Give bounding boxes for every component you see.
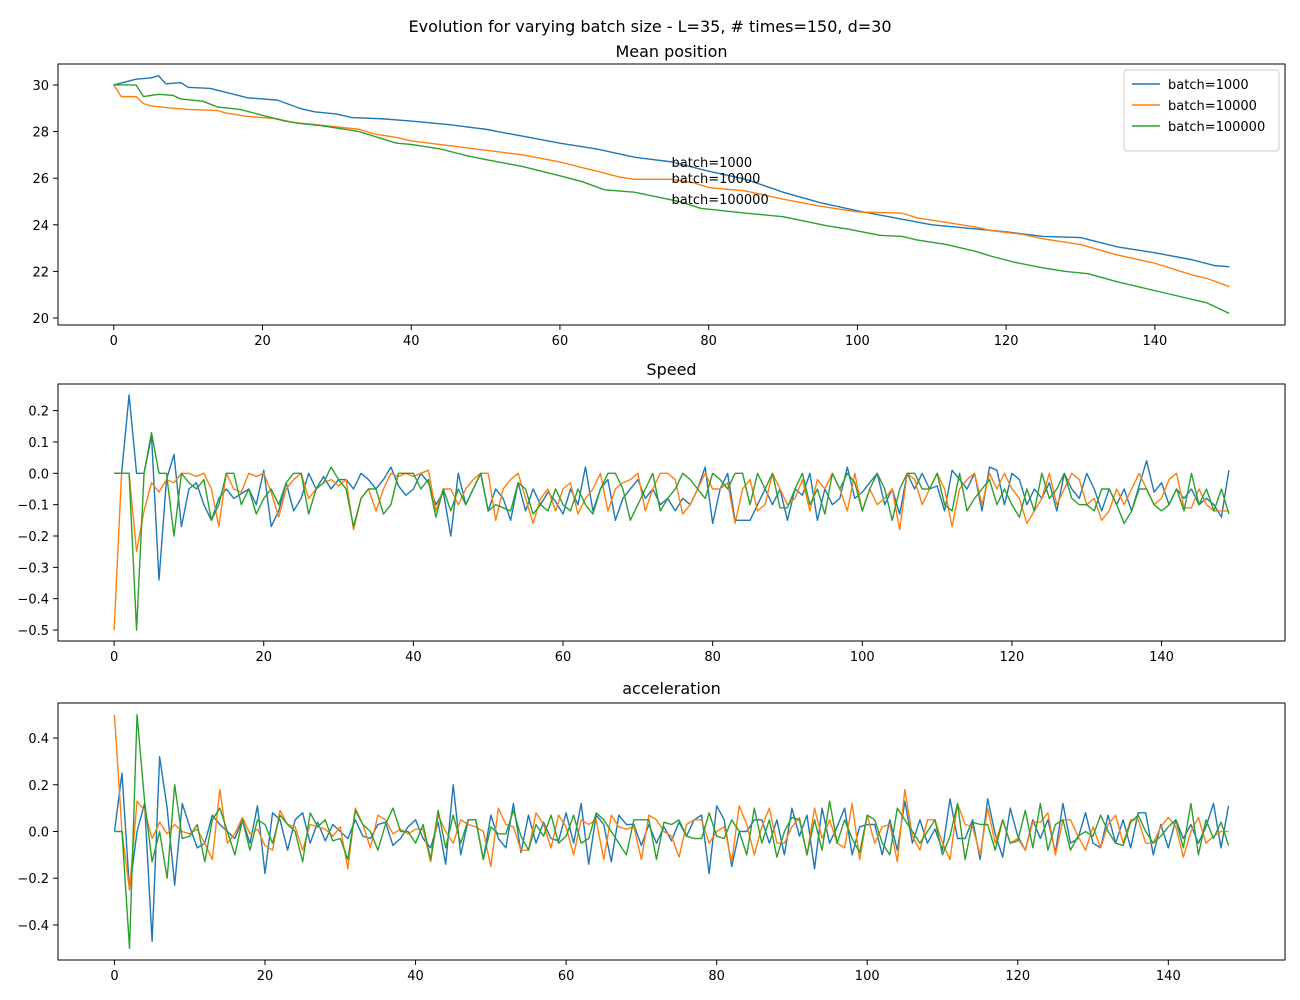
series-lines xyxy=(113,74,1230,314)
x-tick-label: 140 xyxy=(1156,969,1181,984)
legend-entry: batch=1000 xyxy=(1168,78,1249,93)
series-line-batch-1000 xyxy=(113,756,1230,943)
x-tick-label: 140 xyxy=(1142,334,1167,349)
y-tick-label: −0.4 xyxy=(17,919,49,934)
series-line-batch-100000 xyxy=(114,431,1230,631)
y-tick-label: −0.2 xyxy=(17,530,49,545)
x-tick-label: 60 xyxy=(558,969,575,984)
chart-panel: Mean position 0 20 40 60 80 100 120 140 20 22 24 26 2… xyxy=(32,42,1286,349)
chart-title: Mean position xyxy=(615,42,727,61)
x-tick-label: 100 xyxy=(845,334,870,349)
x-tick-label: 100 xyxy=(855,969,880,984)
series-line-batch-1000 xyxy=(113,74,1230,268)
x-tick-label: 80 xyxy=(708,969,725,984)
legend-entry: batch=100000 xyxy=(1168,120,1265,135)
x-tick-label: 100 xyxy=(850,650,875,665)
plot-frame xyxy=(57,63,1286,326)
legend-box xyxy=(1123,69,1280,152)
x-tick-label: 60 xyxy=(555,650,572,665)
panels: Mean position 0 20 40 60 80 100 120 140 20 22 24 26 2… xyxy=(17,42,1286,984)
series-line-batch-100000 xyxy=(114,713,1230,950)
y-tick-label: −0.1 xyxy=(17,499,49,514)
x-tick-label: 40 xyxy=(405,650,422,665)
y-tick-label: 0.2 xyxy=(28,779,49,794)
x-tick-label: 140 xyxy=(1149,650,1174,665)
x-tick-label: 60 xyxy=(552,334,569,349)
chart-title: acceleration xyxy=(622,679,721,698)
series-line-batch-10000 xyxy=(113,469,1229,631)
x-tick-label: 20 xyxy=(255,650,272,665)
chart-title: Speed xyxy=(646,360,696,379)
x-tick-label: 120 xyxy=(1005,969,1030,984)
y-tick-label: 22 xyxy=(32,265,49,280)
chart-panel: Speed 0 20 40 60 80 100 120 140 −0.5 −0.4 −0.3 −0.2 −… xyxy=(17,360,1286,665)
x-tick-label: 20 xyxy=(257,969,274,984)
y-tick-label: 28 xyxy=(32,126,49,141)
x-tick-label: 20 xyxy=(254,334,271,349)
x-tick-label: 0 xyxy=(110,969,118,984)
series-lines xyxy=(113,713,1230,950)
y-tick-label: 30 xyxy=(32,79,49,94)
plot-frame xyxy=(57,383,1286,642)
y-tick-label: 24 xyxy=(32,219,49,234)
y-tick-label: −0.5 xyxy=(17,624,49,639)
annotation-label: batch=100000 xyxy=(672,193,769,208)
y-tick-label: 20 xyxy=(32,312,49,327)
figure-title: Evolution for varying batch size - L=35,… xyxy=(408,17,891,36)
x-tick-label: 80 xyxy=(704,650,721,665)
y-tick-label: 0.0 xyxy=(28,826,49,841)
y-tick-label: −0.3 xyxy=(17,561,49,576)
x-tick-label: 120 xyxy=(994,334,1019,349)
y-tick-label: 0.1 xyxy=(28,436,49,451)
y-tick-label: 0.2 xyxy=(28,405,49,420)
y-tick-label: 26 xyxy=(32,172,49,187)
annotation-label: batch=10000 xyxy=(672,172,761,187)
series-line-batch-1000 xyxy=(114,394,1230,581)
legend: batch=1000 batch=10000 batch=100000 xyxy=(1123,69,1280,152)
y-tick-label: 0.0 xyxy=(28,467,49,482)
annotation-label: batch=1000 xyxy=(672,156,753,171)
x-tick-label: 0 xyxy=(110,650,118,665)
x-tick-label: 40 xyxy=(407,969,424,984)
x-tick-label: 80 xyxy=(700,334,717,349)
legend-entry: batch=10000 xyxy=(1168,99,1257,114)
series-line-batch-100000 xyxy=(113,84,1230,314)
series-lines xyxy=(113,394,1230,631)
x-tick-label: 40 xyxy=(403,334,420,349)
x-tick-label: 0 xyxy=(110,334,118,349)
chart-panel: acceleration 0 20 40 60 80 100 120 140 −0.4 −0.2 0.… xyxy=(17,679,1286,984)
x-tick-label: 120 xyxy=(1000,650,1025,665)
y-tick-label: −0.4 xyxy=(17,593,49,608)
series-line-batch-10000 xyxy=(113,84,1230,288)
y-tick-label: −0.2 xyxy=(17,872,49,887)
y-tick-label: 0.4 xyxy=(28,732,49,747)
